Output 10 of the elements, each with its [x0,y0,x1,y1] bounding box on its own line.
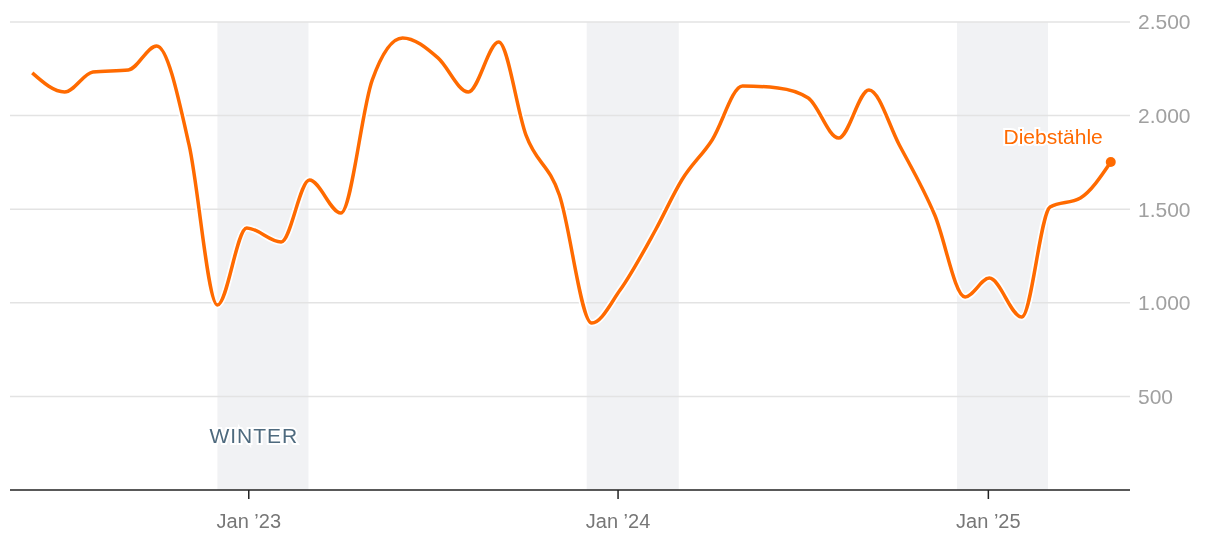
x-tick-label: Jan ’23 [216,510,282,532]
band-label: WINTER [209,424,299,447]
x-tick-label: Jan ’24 [585,510,651,532]
y-tick-label: 1.500 [1138,197,1191,221]
y-tick-label: 2.500 [1138,10,1191,34]
y-tick-label: 2.000 [1138,103,1191,127]
y-tick-label: 500 [1138,384,1174,408]
series-label: Diebstähle [1003,125,1103,149]
y-tick-label: 1.000 [1138,291,1191,315]
x-tick-label: Jan ’25 [956,510,1021,532]
